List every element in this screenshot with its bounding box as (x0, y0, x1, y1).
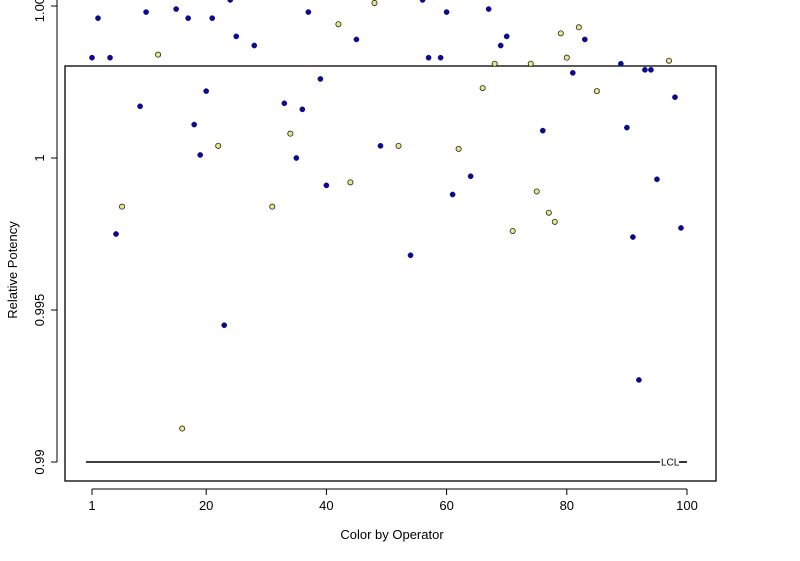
data-point (624, 124, 630, 131)
x-axis: 1 20 40 60 80 100 (88, 488, 698, 513)
y-tick-label: 1 (32, 154, 47, 161)
data-point (179, 425, 186, 432)
data-point (371, 0, 378, 6)
data-point (485, 6, 492, 12)
y-tick-label: 0.995 (32, 294, 47, 327)
x-tick-label: 40 (319, 498, 333, 513)
data-point (443, 9, 450, 15)
data-point (479, 85, 486, 92)
data-point (293, 155, 300, 161)
data-point (407, 252, 414, 259)
y-axis-title: Relative Potency (5, 221, 20, 319)
x-tick-label: 80 (560, 498, 574, 513)
data-point (377, 142, 384, 149)
data-point (509, 227, 516, 234)
data-point (395, 142, 402, 149)
data-point (648, 66, 654, 73)
data-point (95, 15, 101, 22)
x-tick-label: 1 (88, 498, 95, 513)
data-point (575, 24, 582, 31)
data-point (155, 51, 162, 58)
data-point (497, 42, 504, 49)
reference-lines: UCLLCL (86, 458, 687, 469)
data-point (618, 60, 624, 67)
data-point (221, 322, 228, 329)
data-point (557, 30, 564, 37)
data-point (233, 33, 240, 40)
data-point (119, 203, 126, 210)
data-point (678, 225, 684, 231)
data-point (630, 234, 636, 240)
data-point (287, 130, 294, 137)
y-tick-label: 1.005 (32, 0, 47, 22)
data-point (455, 145, 462, 152)
data-point (503, 33, 510, 40)
data-point (299, 106, 306, 113)
data-point (107, 54, 113, 61)
data-point (335, 21, 342, 28)
lcl-label: LCL (661, 458, 680, 469)
data-point (209, 15, 216, 22)
data-point (672, 94, 678, 101)
data-point (425, 54, 432, 61)
data-point (563, 54, 570, 61)
data-point (569, 70, 576, 76)
data-point (654, 176, 660, 183)
data-point (527, 60, 534, 67)
y-tick-label: 0.99 (32, 449, 47, 474)
data-point (545, 209, 552, 216)
x-tick-label: 100 (676, 498, 698, 513)
data-point (203, 88, 210, 94)
data-point (173, 6, 179, 12)
data-point (323, 182, 330, 189)
data-point (593, 88, 600, 95)
data-point (539, 127, 546, 134)
data-point (251, 42, 258, 49)
data-points (89, 0, 684, 432)
data-point (143, 9, 149, 15)
data-point (347, 179, 354, 186)
data-point (191, 121, 198, 128)
data-point (353, 36, 360, 43)
data-point (185, 15, 192, 22)
data-point (551, 218, 558, 225)
data-point (269, 203, 276, 210)
data-point (317, 76, 324, 82)
data-point (89, 54, 95, 61)
data-point (197, 152, 204, 158)
data-point (636, 377, 642, 383)
data-point (642, 66, 648, 73)
x-tick-label: 60 (439, 498, 453, 513)
plot-frame (64, 65, 717, 482)
data-point (215, 142, 222, 149)
data-point (305, 9, 312, 15)
x-axis-title: Color by Operator (340, 527, 444, 542)
data-point (437, 54, 444, 61)
data-point (467, 173, 474, 180)
data-point (449, 191, 456, 198)
data-point (113, 231, 119, 237)
data-point (281, 100, 288, 107)
data-point (533, 188, 540, 195)
data-point (137, 103, 143, 110)
data-point (581, 36, 588, 43)
x-tick-label: 20 (199, 498, 213, 513)
data-point (491, 60, 498, 67)
data-point (227, 0, 234, 3)
data-point (665, 57, 672, 64)
data-point (419, 0, 426, 3)
